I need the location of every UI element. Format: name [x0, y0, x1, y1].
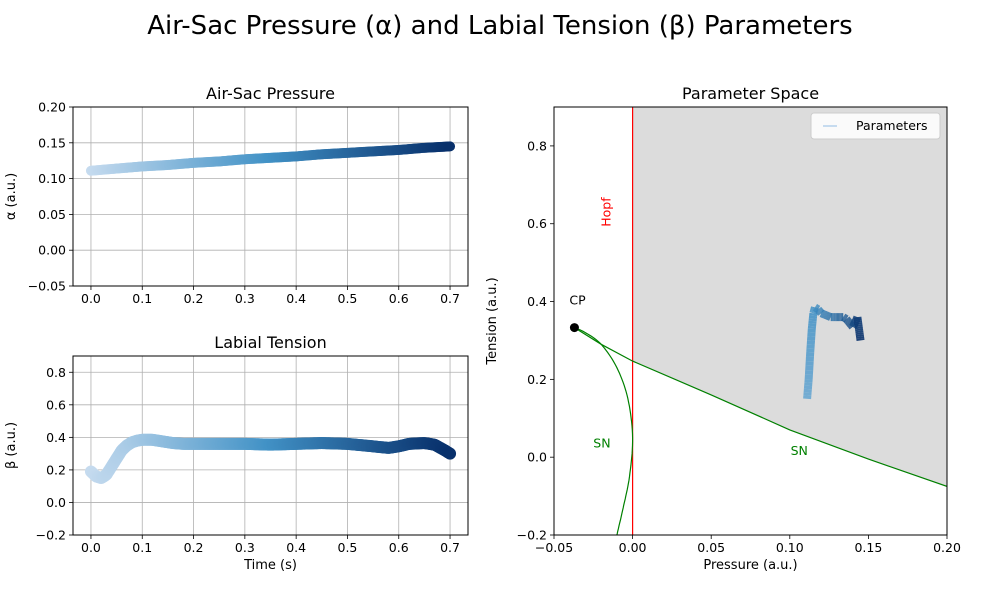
hopf-label: Hopf: [599, 197, 614, 227]
sn-upper-label: SN: [791, 443, 808, 458]
trajectory-segment: [815, 307, 823, 314]
x-axis-label: Time (s): [243, 558, 297, 573]
trajectory-segment: [843, 317, 851, 323]
trajectory-segment: [849, 322, 858, 328]
y-tick-label: 0.0: [527, 450, 547, 465]
y-tick-label: 0.15: [38, 135, 66, 150]
x-tick-label: 0.1: [132, 291, 152, 306]
x-tick-label: 0.1: [132, 540, 152, 555]
axes-title: Parameter Space: [682, 84, 819, 103]
x-tick-label: 0.15: [854, 540, 882, 555]
x-tick-label: 0.20: [933, 540, 961, 555]
trajectory-segment: [814, 306, 822, 313]
trajectory-segment: [816, 308, 823, 314]
tension-chart: 0.0 0.1 0.2 0.3 0.4 0.5 0.6 0.7 −0.2 0.0 0.2 0.4 0.6…: [4, 333, 469, 573]
y-tick-label: −0.2: [517, 528, 547, 543]
x-tick-label: 0.00: [619, 540, 647, 555]
trajectory-segment: [817, 309, 824, 316]
data-layer: [569, 107, 947, 535]
x-tick-label: 0.10: [776, 540, 804, 555]
x-tick-label: −0.05: [535, 540, 573, 555]
parameter-space-chart: −0.05 0.00 0.05 0.10 0.15 0.20 −0.2 0.0 0.2 0.4 0.…: [485, 84, 961, 573]
trajectory-segment: [849, 323, 857, 329]
y-tick-label: 0.20: [38, 100, 66, 115]
y-tick-label: 0.6: [46, 397, 66, 412]
y-tick-label: 0.2: [46, 462, 66, 477]
cusp-point-marker: [569, 323, 579, 333]
data-point: [444, 447, 457, 460]
trajectory-segment: [817, 310, 825, 316]
axes-frame: [553, 106, 948, 536]
legend: Parameters: [810, 112, 941, 140]
x-tick-label: 0.5: [338, 540, 358, 555]
y-tick-label: −0.2: [36, 528, 66, 543]
y-tick-label: 0.0: [46, 495, 66, 510]
y-axis-label: α (a.u.): [4, 173, 19, 220]
trajectory-segment: [844, 317, 852, 324]
y-tick-label: 0.8: [527, 138, 547, 153]
y-tick-label: 0.8: [46, 365, 66, 380]
legend-frame: [810, 112, 941, 140]
y-tick-label: 0.10: [38, 171, 66, 186]
y-axis-label: β (a.u.): [4, 422, 19, 469]
figure-title: Air-Sac Pressure (α) and Labial Tension …: [147, 11, 852, 41]
axes-frame: [72, 106, 469, 287]
x-tick-label: 0.3: [235, 540, 255, 555]
trajectory-segment: [816, 308, 824, 315]
x-tick-label: 0.7: [440, 291, 460, 306]
x-tick-label: 0.4: [286, 540, 306, 555]
x-tick-label: 0.2: [184, 540, 204, 555]
y-tick-label: 0.4: [46, 430, 66, 445]
axes-title: Air-Sac Pressure: [206, 84, 335, 103]
data-point: [445, 141, 456, 152]
y-tick-label: −0.05: [28, 279, 66, 294]
y-tick-label: 0.00: [38, 243, 66, 258]
sn-curve-lower: [574, 327, 634, 535]
y-tick-label: 0.6: [527, 216, 547, 231]
trajectory-segment: [845, 319, 853, 325]
x-axis-label: Pressure (a.u.): [703, 558, 797, 573]
x-tick-label: 0.6: [389, 291, 409, 306]
x-tick-label: 0.5: [338, 291, 358, 306]
data-layer: [85, 141, 456, 176]
sn-lower-label: SN: [593, 435, 610, 450]
x-tick-label: 0.05: [697, 540, 725, 555]
axes-frame: [72, 355, 469, 536]
trajectory-segment: [844, 318, 852, 325]
x-tick-label: 0.7: [440, 540, 460, 555]
x-tick-label: 0.3: [235, 291, 255, 306]
axes-title: Labial Tension: [214, 333, 326, 352]
y-tick-label: 0.4: [527, 294, 547, 309]
y-tick-label: 0.05: [38, 207, 66, 222]
x-tick-label: 0.0: [81, 291, 101, 306]
trajectory-segment: [850, 322, 858, 327]
x-tick-label: 0.6: [389, 540, 409, 555]
trajectory-segment: [843, 316, 851, 323]
data-layer: [84, 433, 457, 485]
x-tick-label: 0.2: [184, 291, 204, 306]
cusp-point-label: CP: [569, 293, 586, 308]
x-tick-label: 0.0: [81, 540, 101, 555]
pressure-chart: 0.0 0.1 0.2 0.3 0.4 0.5 0.6 0.7 −0.05 0.00 0.05 0.1…: [4, 84, 469, 306]
x-tick-label: 0.4: [286, 291, 306, 306]
trajectory-segment: [845, 319, 853, 326]
y-tick-label: 0.2: [527, 372, 547, 387]
y-axis-label: Tension (a.u.): [485, 277, 500, 365]
legend-entry: Parameters: [856, 118, 928, 133]
oscillatory-region: [632, 107, 947, 487]
